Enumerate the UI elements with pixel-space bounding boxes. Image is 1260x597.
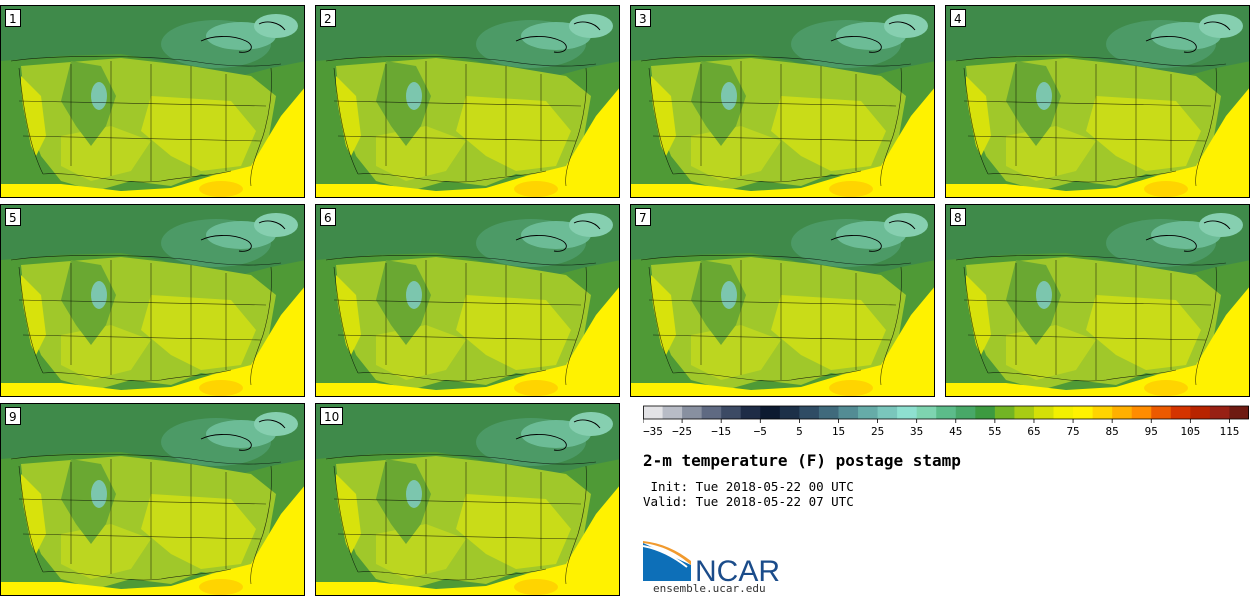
colorbar-swatch: [1112, 406, 1133, 419]
member-label: 4: [950, 9, 966, 27]
member-panel-9: 9: [0, 403, 305, 596]
temperature-map: [1, 205, 304, 396]
colorbar-swatch: [818, 406, 839, 419]
temperature-map: [1, 6, 304, 197]
logo-text: NCAR: [695, 555, 780, 583]
colorbar-swatch: [1170, 406, 1191, 419]
temperature-map: [316, 6, 619, 197]
ncar-logo: NCAR: [643, 541, 780, 583]
temperature-map: [631, 6, 934, 197]
member-panel-6: 6: [315, 204, 620, 397]
colorbar-swatch: [1014, 406, 1035, 419]
colorbar-tick-label: 115: [1220, 425, 1240, 438]
colorbar-tick-label: 45: [949, 425, 962, 438]
member-label: 3: [635, 9, 651, 27]
temperature-map: [946, 205, 1249, 396]
temperature-map: [946, 6, 1249, 197]
site-url: ensemble.ucar.edu: [653, 582, 766, 595]
member-panel-1: 1: [0, 5, 305, 198]
colorbar-swatch: [682, 406, 703, 419]
colorbar-tick-label: 55: [988, 425, 1001, 438]
colorbar-tick-label: 105: [1180, 425, 1200, 438]
colorbar-tick-label: 65: [1027, 425, 1040, 438]
colorbar-tick-label: 15: [832, 425, 845, 438]
chart-title: 2-m temperature (F) postage stamp: [643, 451, 961, 470]
member-panel-3: 3: [630, 5, 935, 198]
colorbar-tick-label: −15: [711, 425, 731, 438]
member-panel-8: 8: [945, 204, 1250, 397]
colorbar-swatch: [760, 406, 781, 419]
colorbar-swatch: [916, 406, 937, 419]
colorbar-swatch: [1131, 406, 1152, 419]
member-panel-2: 2: [315, 5, 620, 198]
temperature-map: [316, 404, 619, 595]
colorbar-swatch: [779, 406, 800, 419]
colorbar-swatch: [975, 406, 996, 419]
member-label: 5: [5, 208, 21, 226]
member-label: 2: [320, 9, 336, 27]
colorbar-swatch: [701, 406, 722, 419]
colorbar-border: [643, 405, 1249, 420]
colorbar-swatch: [740, 406, 761, 419]
colorbar-swatch: [1229, 406, 1249, 419]
colorbar-tick-label: 35: [910, 425, 923, 438]
colorbar-swatch: [643, 406, 664, 419]
colorbar-tick-label: 95: [1145, 425, 1158, 438]
temperature-map: [1, 404, 304, 595]
colorbar-swatch: [1151, 406, 1172, 419]
colorbar-tick-label: 25: [871, 425, 884, 438]
colorbar-swatch: [994, 406, 1015, 419]
member-label: 10: [320, 407, 344, 425]
colorbar-swatch: [1073, 406, 1094, 419]
member-label: 8: [950, 208, 966, 226]
init-time: Init: Tue 2018-05-22 00 UTC: [643, 479, 854, 494]
member-panel-5: 5: [0, 204, 305, 397]
colorbar-tick-label: −5: [754, 425, 767, 438]
member-label: 6: [320, 208, 336, 226]
valid-time: Valid: Tue 2018-05-22 07 UTC: [643, 494, 854, 509]
colorbar-tick-label: 85: [1106, 425, 1119, 438]
colorbar-swatch: [936, 406, 957, 419]
colorbar-tick-label: 5: [796, 425, 803, 438]
temperature-map: [631, 205, 934, 396]
member-label: 1: [5, 9, 21, 27]
colorbar-swatch: [838, 406, 859, 419]
colorbar-swatch: [721, 406, 742, 419]
colorbar-swatch: [799, 406, 820, 419]
colorbar-swatch: [877, 406, 898, 419]
colorbar-swatch: [662, 406, 683, 419]
colorbar-swatch: [1092, 406, 1113, 419]
member-panel-7: 7: [630, 204, 935, 397]
member-label: 9: [5, 407, 21, 425]
member-label: 7: [635, 208, 651, 226]
colorbar-swatch: [1190, 406, 1211, 419]
colorbar-swatch: [1033, 406, 1055, 419]
member-panel-10: 10: [315, 403, 620, 596]
colorbar-tick-label: −25: [672, 425, 692, 438]
colorbar-tick-label: 75: [1066, 425, 1079, 438]
colorbar-swatch: [897, 406, 918, 419]
member-panel-4: 4: [945, 5, 1250, 198]
colorbar-swatch: [858, 406, 879, 419]
temperature-map: [316, 205, 619, 396]
colorbar-swatch: [1053, 406, 1074, 419]
colorbar-tick-label: −35: [643, 425, 663, 438]
colorbar-swatch: [955, 406, 976, 419]
colorbar-swatch: [1209, 406, 1230, 419]
colorbar: −35 −25 −15 −5 5 15 25 35 45 55 65 75 85 95 105 115: [643, 405, 1249, 438]
